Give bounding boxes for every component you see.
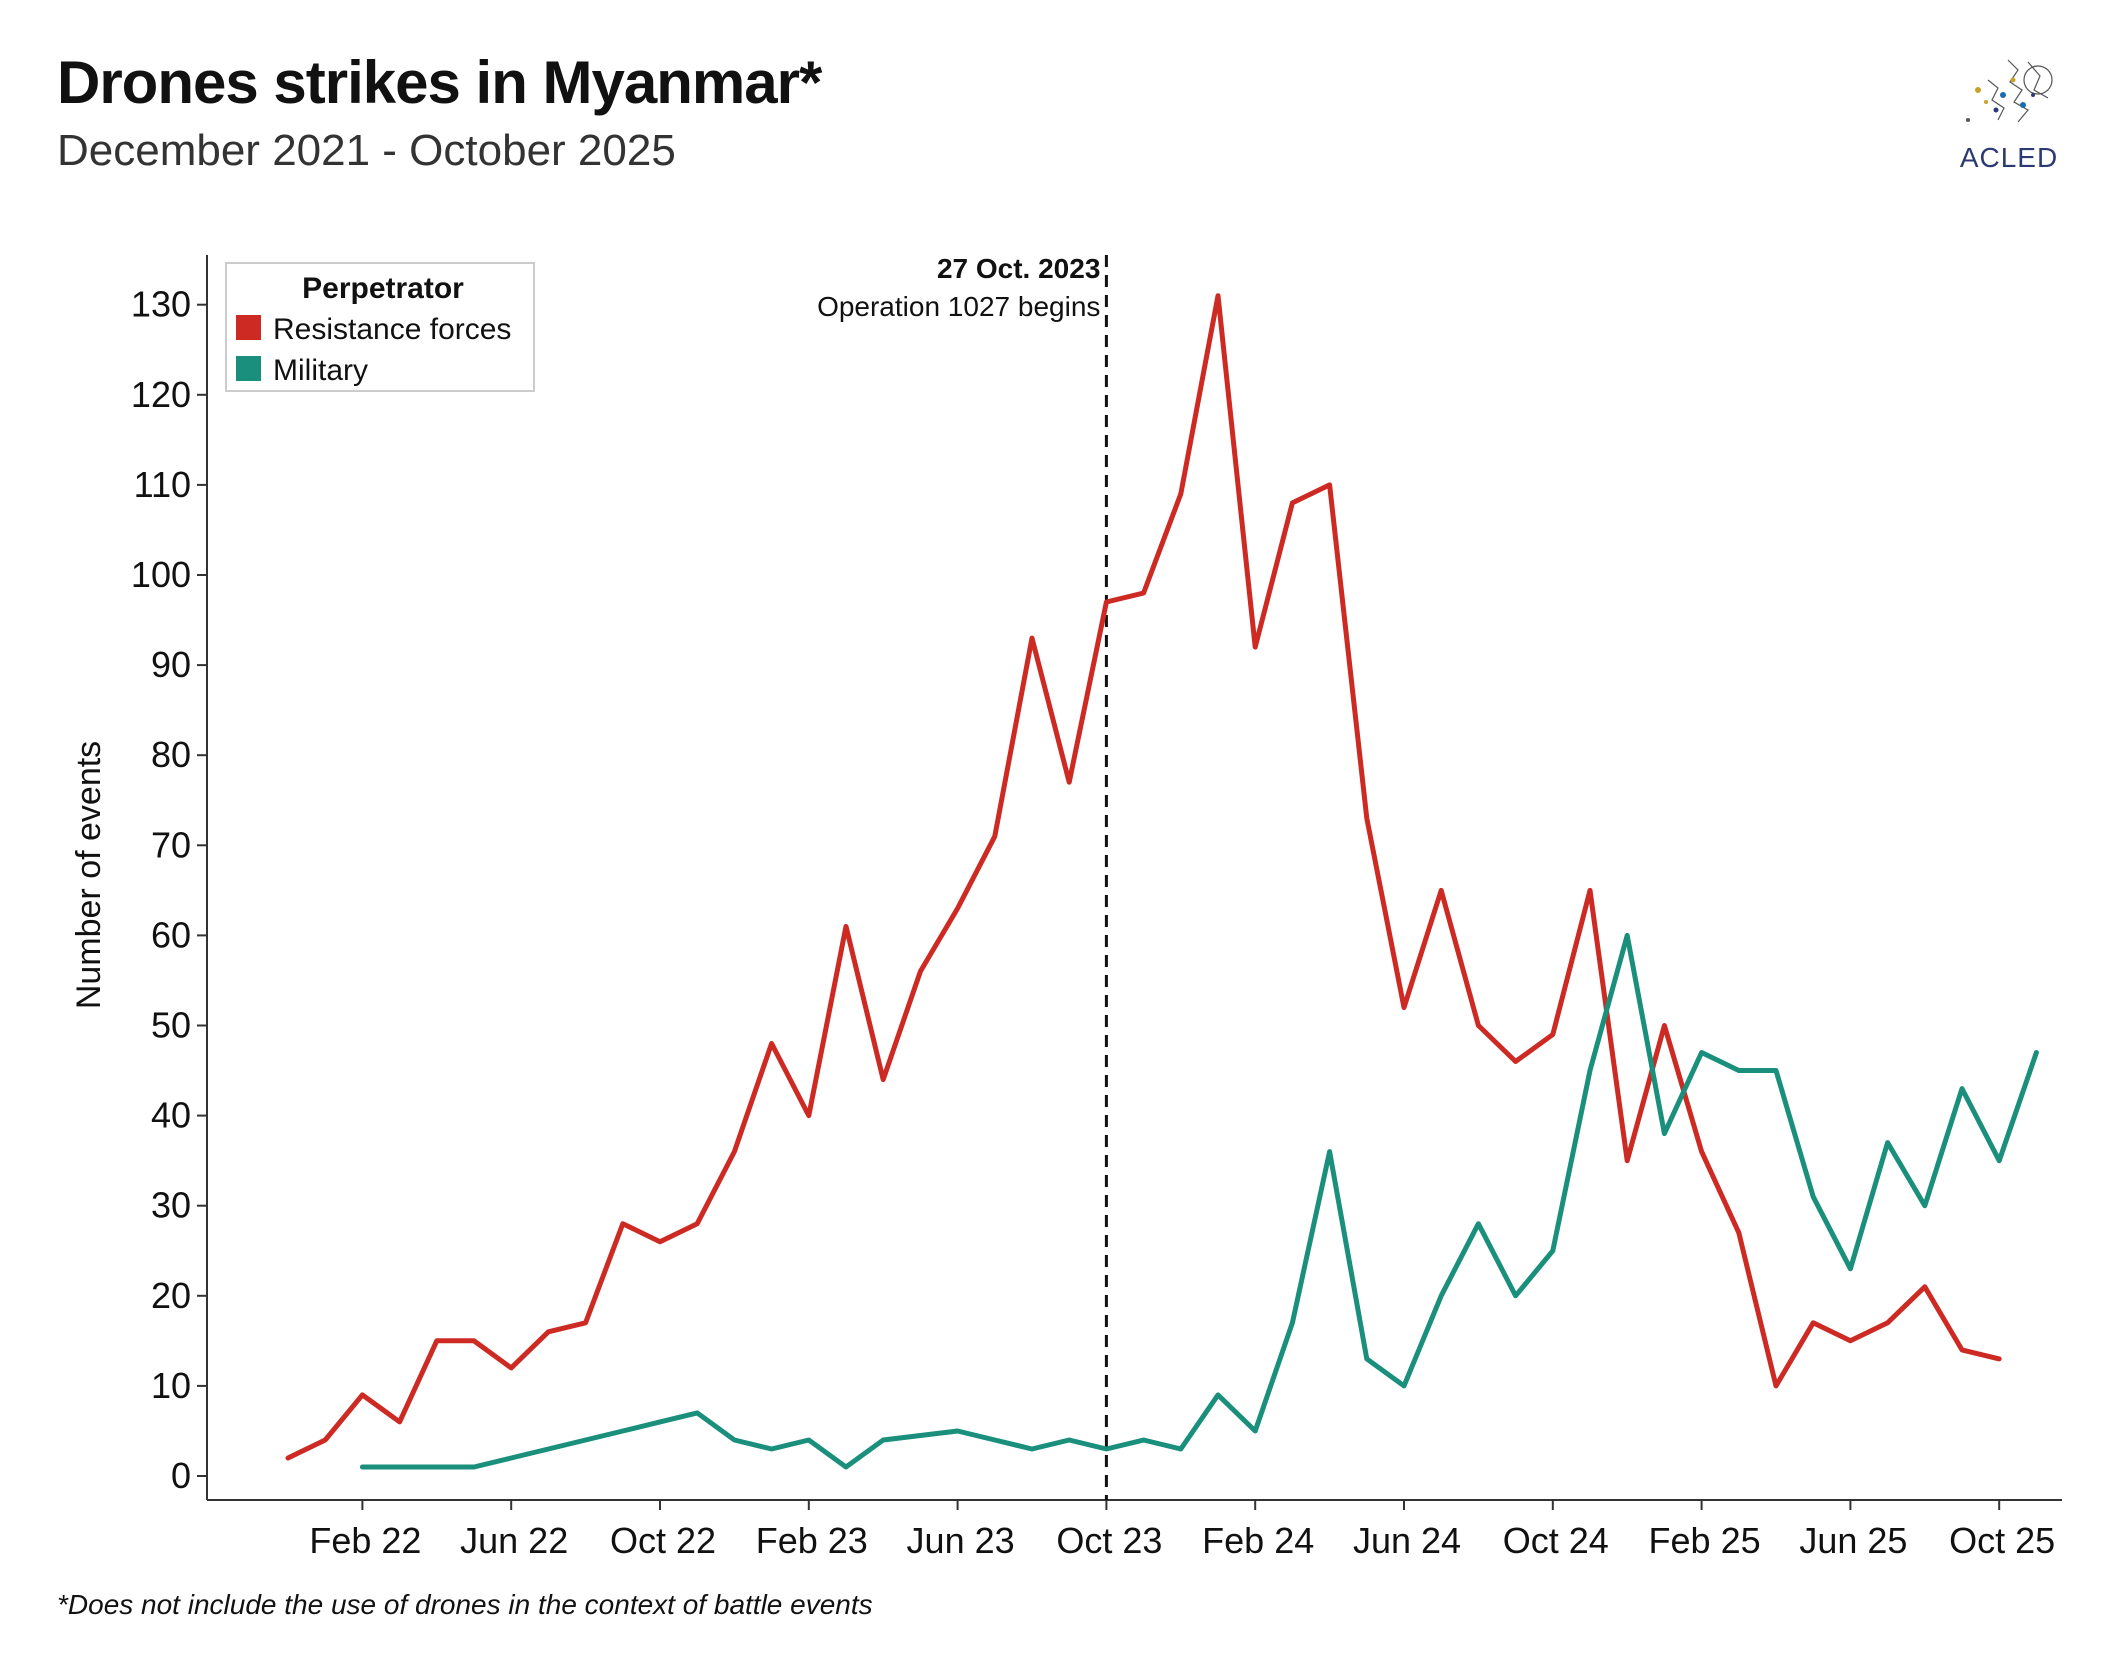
x-tick-label: Oct 23 <box>1056 1520 1162 1561</box>
annotation-date: 27 Oct. 2023 <box>937 253 1100 284</box>
y-tick-label: 130 <box>131 284 191 325</box>
acled-logo-icon <box>1966 59 2053 123</box>
x-tick-label: Jun 25 <box>1799 1520 1907 1561</box>
x-axis: Feb 22 Jun 22 Oct 22 Feb 23 Jun 23 Oct 23 Feb … <box>207 1499 2062 1561</box>
x-tick-label: Feb 23 <box>756 1520 868 1561</box>
x-tick-label: Jun 22 <box>460 1520 568 1561</box>
y-tick-label: 110 <box>134 464 191 505</box>
y-tick-label: 90 <box>151 644 191 685</box>
logo-text: ACLED <box>1959 142 2059 173</box>
line-chart: 0 10 20 30 40 50 60 70 80 90 100 110 120 130 Feb 22 Ju… <box>70 253 2062 1561</box>
x-tick-label: Feb 22 <box>309 1520 421 1561</box>
legend-label-resistance: Resistance forces <box>273 313 511 346</box>
x-tick-label: Oct 25 <box>1949 1520 2055 1561</box>
legend-swatch-resistance <box>236 315 261 340</box>
y-tick-label: 0 <box>171 1455 191 1496</box>
y-axis: 0 10 20 30 40 50 60 70 80 90 100 110 120 130 <box>131 255 208 1500</box>
series-line-resistance <box>285 293 2002 1461</box>
legend-title: Perpetrator <box>302 272 464 305</box>
series-lines <box>285 293 2039 1470</box>
y-tick-label: 100 <box>131 554 191 595</box>
y-tick-label: 120 <box>131 374 191 415</box>
y-tick-label: 80 <box>151 734 191 775</box>
x-tick-label: Feb 24 <box>1202 1520 1314 1561</box>
x-tick-label: Oct 24 <box>1503 1520 1609 1561</box>
annotation-label: Operation 1027 begins <box>817 291 1100 322</box>
y-tick-label: 40 <box>151 1095 191 1136</box>
legend-swatch-military <box>236 356 261 381</box>
x-tick-label: Feb 25 <box>1649 1520 1761 1561</box>
y-tick-label: 20 <box>151 1275 191 1316</box>
y-tick-label: 60 <box>151 914 191 955</box>
y-tick-label: 70 <box>151 824 191 865</box>
y-tick-label: 10 <box>151 1365 191 1406</box>
y-tick-label: 30 <box>151 1185 191 1226</box>
annotation: 27 Oct. 2023 Operation 1027 begins <box>817 253 1108 1500</box>
x-tick-label: Jun 23 <box>907 1520 1015 1561</box>
x-tick-label: Jun 24 <box>1353 1520 1461 1561</box>
x-tick-label: Oct 22 <box>610 1520 716 1561</box>
footnote: *Does not include the use of drones in t… <box>57 1589 873 1620</box>
chart-subtitle: December 2021 - October 2025 <box>57 126 676 175</box>
legend: Perpetrator Resistance forces Military <box>225 262 535 392</box>
series-line-military <box>359 932 2039 1470</box>
chart-title: Drones strikes in Myanmar* <box>57 49 822 116</box>
y-tick-label: 50 <box>151 1005 191 1046</box>
y-axis-label: Number of events <box>70 741 108 1009</box>
legend-label-military: Military <box>273 354 368 387</box>
legend-box <box>225 262 535 392</box>
